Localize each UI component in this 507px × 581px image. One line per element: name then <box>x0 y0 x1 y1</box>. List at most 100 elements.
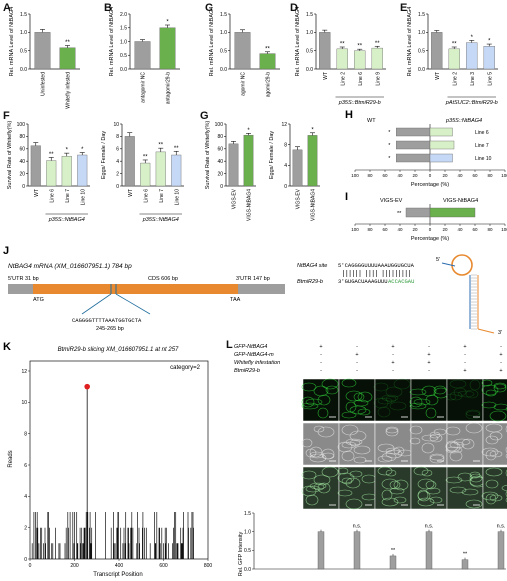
y-tick-label: 4 <box>116 159 119 165</box>
panel-l: GFP-NtBAG4 + - + - + - GFP-NtBAG4-m - + - + - + Whitef… <box>234 344 507 576</box>
panel-k: K BtmiR29-b slicing XM_016607951.1 at nt… <box>3 341 213 578</box>
category-label: antagomir NC <box>141 72 147 103</box>
significance-label: * <box>81 147 84 153</box>
significance-label: ** <box>158 143 163 149</box>
bar <box>319 32 331 70</box>
y-tick-label: 1.5 <box>20 12 27 18</box>
panel-letter-k: K <box>3 341 11 353</box>
y-axis-label: Survival Rate of Whitefly(%) <box>205 121 211 190</box>
bar <box>124 136 135 187</box>
h-right-label: p35S::NtBAG4 <box>445 118 482 124</box>
category-label: agomir29-b <box>266 72 272 98</box>
category-label: Line 7 <box>65 189 71 203</box>
group-label: p35S::BtmiR29-b <box>338 100 381 106</box>
l-cell: - <box>500 360 502 366</box>
k-y-tick: 10 <box>21 400 27 406</box>
j-site-full: 5'CAGGGGUUUUAAAUGGUGCUA <box>338 262 415 269</box>
h-row-label: Line 10 <box>475 156 492 162</box>
l-cell: - <box>464 360 466 366</box>
l-row-label: BtmiR29-b <box>234 368 260 374</box>
l-bar <box>461 559 469 570</box>
hairpin-5prime: 5' <box>436 257 440 263</box>
l-micrograph <box>302 466 340 510</box>
l-sig: ** <box>463 552 468 558</box>
l-micrograph <box>302 422 340 466</box>
bar <box>30 145 41 187</box>
j-mir-b: ACCACGAU <box>388 278 414 285</box>
bar <box>59 47 76 70</box>
group-label: pAtSUC2::BtmiR29-b <box>445 100 498 106</box>
bar <box>234 32 251 70</box>
l-cell: + <box>391 360 394 366</box>
k-title: BtmiR29-b slicing XM_016607951.1 at nt 2… <box>58 347 179 353</box>
y-tick-label: 0.5 <box>220 48 227 54</box>
k-x-tick: 800 <box>204 563 213 569</box>
group-label: p35S::NtBAG4 <box>142 217 179 223</box>
chart-d: 0.0 0.5 1.0 1.5 Rel. mRNA Level of NtBAG4 WT *… <box>295 7 386 106</box>
category-label: Line 6 <box>358 72 364 86</box>
bar <box>61 156 72 187</box>
l-row-label: GFP-NtBAG4 <box>234 344 267 350</box>
h-bar-right <box>429 140 455 150</box>
l-bar <box>425 531 433 570</box>
l-cell: + <box>427 360 430 366</box>
h-sig: * <box>388 143 391 149</box>
l-cell: - <box>428 368 430 374</box>
h-row-label: Line 6 <box>475 130 489 136</box>
significance-label: ** <box>357 44 362 50</box>
x-tick-label: 80 <box>487 227 493 232</box>
y-axis-label: Rel. mRNA Level of NtBAG4 <box>9 7 15 77</box>
h-left-label: WT <box>367 118 376 124</box>
category-label: WT <box>323 72 329 80</box>
bar <box>448 48 460 70</box>
significance-label: * <box>166 20 169 26</box>
chart-a: 0.0 0.5 1.0 1.5 Rel. mRNA Level of NtBAG4 Uni… <box>9 7 80 109</box>
l-cell: + <box>463 344 466 350</box>
y-tick-label: 0.0 <box>120 67 127 73</box>
panel-letter-l: L <box>226 339 233 351</box>
chart-b: 0.0 0.5 1.0 1.5 2.0 Rel. mRNA Level of NtBAG4… <box>109 7 180 104</box>
y-tick-label: 100 <box>215 122 224 128</box>
y-tick-label: 0.5 <box>418 48 425 54</box>
category-label: Line 6 <box>143 189 149 203</box>
l-bar <box>389 555 397 570</box>
category-label: Line 2 <box>452 72 458 86</box>
x-tick-label: 20 <box>412 227 418 232</box>
panel-letter-h: H <box>345 109 353 121</box>
y-tick-label: 1.0 <box>220 30 227 36</box>
hairpin-3prime: 3' <box>498 330 502 336</box>
x-tick-label: 20 <box>412 173 418 178</box>
bar <box>159 27 176 70</box>
panel-i: I VIGS-EV VIGS-NtBAG4 ** 100 80 60 40 20 0 20 4… <box>345 191 507 242</box>
panel-letter-g: G <box>200 110 209 122</box>
y-tick-label: 60 <box>217 147 223 153</box>
x-tick-label: 100 <box>501 227 507 232</box>
j-cds: CDS 606 bp <box>148 276 178 282</box>
chart-f-survival: 0 20 40 60 80 100 Survival Rate of Whitefly(%)… <box>7 121 90 223</box>
chart-f-eggs: 0 2 4 6 8 10 Eggs/ Female / Day WT ** Line 6 ** Lin… <box>101 122 184 223</box>
y-tick-label: 1.5 <box>220 12 227 18</box>
significance-label: * <box>311 127 314 133</box>
bar <box>140 162 151 187</box>
x-tick-label: 60 <box>472 173 478 178</box>
l-micrograph <box>338 378 376 422</box>
bar <box>483 46 495 70</box>
y-tick-label: 20 <box>19 171 25 177</box>
panel-letter-a: A <box>3 2 11 14</box>
y-tick-label: 0 <box>116 184 119 190</box>
x-tick-label: 40 <box>397 173 403 178</box>
x-tick-label: 20 <box>442 227 448 232</box>
panel-letter-i: I <box>345 191 348 203</box>
l-cell: - <box>392 352 394 358</box>
k-y-tick: 2 <box>24 525 27 531</box>
bar <box>155 151 166 187</box>
j-site-seq: CAGGGGTTTTAAATGGTGCTA <box>72 317 142 324</box>
l-bar <box>497 531 505 570</box>
category-label: Line 7 <box>159 189 165 203</box>
j-taa: TAA <box>230 297 241 303</box>
h-xlabel: Percentage (%) <box>411 182 449 188</box>
y-tick-label: 12 <box>281 122 287 128</box>
y-tick-label: 0.0 <box>220 67 227 73</box>
k-y-tick: 4 <box>24 494 27 500</box>
y-axis-label: Rel. mRNA Level of NtBAG4 <box>109 7 115 77</box>
